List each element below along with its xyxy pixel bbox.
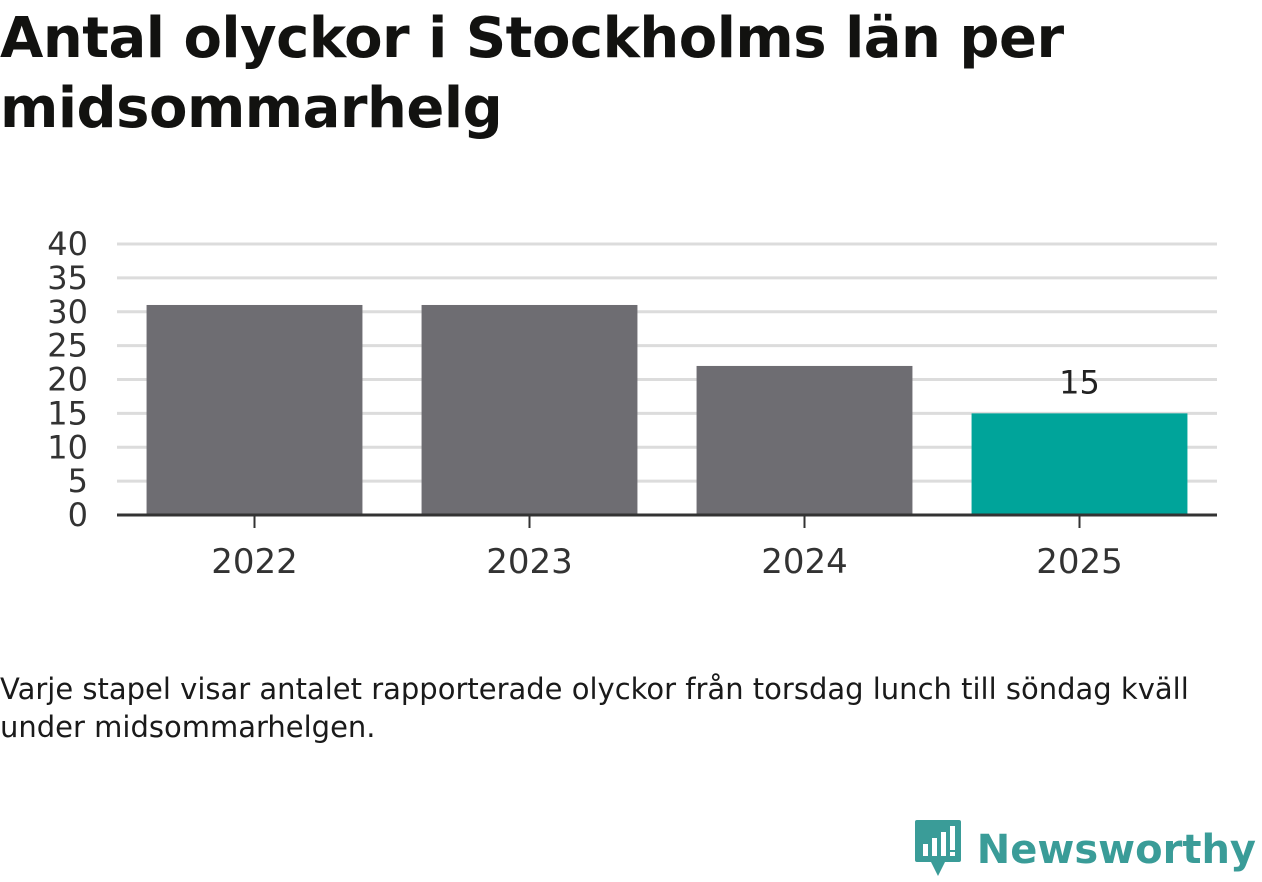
bars — [146, 304, 1188, 515]
y-tick-label: 10 — [47, 428, 88, 466]
brand-logo: Newsworthy — [913, 818, 1256, 882]
y-tick-label: 20 — [47, 361, 88, 399]
bar-2023 — [421, 304, 638, 515]
data-labels: 15 — [1059, 363, 1100, 401]
x-tick-label: 2024 — [761, 542, 848, 582]
x-tick-label: 2022 — [211, 542, 298, 582]
y-tick-label: 30 — [47, 293, 88, 331]
y-tick-label: 25 — [47, 327, 88, 365]
chart-caption: Varje stapel visar antalet rapporterade … — [0, 672, 1189, 744]
bar-chart-speech-bubble-icon — [913, 818, 963, 882]
y-tick-label: 15 — [47, 394, 88, 432]
bar-2024 — [696, 365, 913, 515]
brand-name: Newsworthy — [976, 827, 1256, 873]
y-tick-label: 5 — [68, 462, 88, 500]
y-tick-label: 35 — [47, 259, 88, 297]
bar-2025 — [971, 413, 1188, 515]
bar-2022 — [146, 304, 363, 515]
y-tick-label: 0 — [68, 496, 88, 534]
x-tick-label: 2025 — [1036, 542, 1123, 582]
y-tick-label: 40 — [47, 225, 88, 263]
chart-title: Antal olyckor i Stockholms län per midso… — [0, 6, 1064, 141]
x-axis-ticks: 2022 2023 2024 2025 — [211, 515, 1123, 582]
x-tick-label: 2023 — [486, 542, 573, 582]
data-label: 15 — [1059, 363, 1100, 401]
